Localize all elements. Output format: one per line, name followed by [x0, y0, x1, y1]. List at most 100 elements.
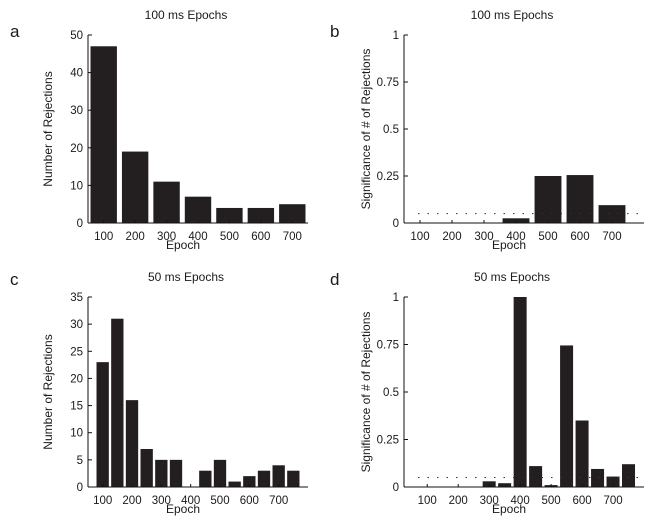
y-tick-label: 0 [77, 218, 83, 230]
y-axis-label: Number of Rejections [41, 334, 55, 449]
bar [184, 196, 212, 223]
bar [140, 449, 153, 487]
x-tick-label: 700 [603, 495, 622, 507]
x-tick-label: 400 [181, 495, 200, 507]
chart-title: 50 ms Epochs [474, 270, 550, 284]
y-axis-label: Significance of # of Rejections [359, 49, 373, 210]
bar [606, 476, 620, 487]
panel-d: d 50 ms Epochs 0 0.25 0.5 0.75 1 100 200 300 400 50… [330, 270, 644, 516]
bar [591, 468, 605, 487]
bar [534, 176, 562, 223]
chart-title: 100 ms Epochs [145, 8, 228, 22]
panel-letter: c [10, 270, 19, 289]
y-tick-label: 0 [393, 482, 399, 494]
x-tick-label: 300 [474, 231, 493, 243]
y-tick-label: 30 [70, 105, 83, 117]
x-tick-label: 200 [449, 495, 468, 507]
bar [529, 466, 543, 487]
bar [228, 481, 241, 487]
x-tick-label: 600 [240, 495, 259, 507]
x-tick-label: 600 [251, 231, 270, 243]
panel-letter: d [330, 270, 339, 289]
y-tick-label: 20 [70, 143, 83, 155]
x-tick-label: 700 [283, 231, 302, 243]
y-tick-label: 25 [70, 346, 83, 358]
panel-letter: a [10, 22, 20, 41]
bar [153, 181, 180, 223]
panel-b: b 100 ms Epochs 0 0.25 0.5 0.75 1 100 200 300 400 5… [330, 8, 644, 252]
x-tick-label: 100 [94, 231, 113, 243]
chart-title: 100 ms Epochs [471, 8, 554, 22]
y-tick-label: 50 [70, 30, 83, 42]
y-tick-label: 0.25 [377, 435, 399, 447]
bar [498, 483, 512, 487]
y-tick-label: 0.75 [377, 340, 399, 352]
y-axis-label: Number of Rejections [41, 71, 55, 186]
x-tick-label: 100 [418, 495, 437, 507]
x-tick-label: 500 [220, 231, 239, 243]
y-tick-label: 0 [77, 482, 83, 494]
bar [125, 400, 139, 487]
y-tick-label: 0 [393, 218, 399, 230]
x-tick-label: 700 [269, 495, 288, 507]
bar [111, 318, 124, 487]
y-tick-label: 0.5 [383, 124, 399, 136]
bar [216, 207, 243, 223]
bar [622, 464, 636, 487]
bar [90, 46, 117, 223]
y-tick-label: 1 [393, 292, 399, 304]
y-tick-label: 0.75 [377, 77, 399, 89]
y-tick-label: 20 [70, 373, 83, 385]
y-tick-label: 15 [70, 401, 83, 413]
y-tick-label: 35 [70, 292, 83, 304]
x-axis-label: Epoch [492, 502, 526, 516]
y-tick-label: 5 [77, 455, 83, 467]
x-tick-label: 200 [442, 231, 461, 243]
x-tick-label: 400 [506, 231, 525, 243]
y-tick-label: 0.25 [377, 171, 399, 183]
y-tick-label: 40 [70, 68, 83, 80]
bar [169, 459, 183, 487]
x-tick-label: 400 [188, 231, 207, 243]
x-tick-label: 400 [511, 495, 530, 507]
x-axis-label: Epoch [492, 238, 526, 252]
y-tick-label: 0.5 [383, 387, 399, 399]
x-tick-label: 600 [572, 495, 591, 507]
x-tick-label: 300 [157, 231, 176, 243]
x-tick-label: 100 [93, 495, 112, 507]
bar [598, 205, 626, 223]
bar [213, 459, 227, 487]
y-tick-label: 1 [393, 30, 399, 42]
x-tick-label: 200 [126, 231, 145, 243]
bar [243, 476, 256, 487]
bar [513, 297, 527, 487]
x-axis-label: Epoch [166, 502, 200, 516]
x-axis-label: Epoch [166, 238, 200, 252]
bar [199, 470, 212, 487]
bar [566, 175, 594, 223]
x-tick-label: 600 [570, 231, 589, 243]
bar [96, 362, 109, 487]
bar [247, 207, 275, 223]
x-tick-label: 500 [538, 231, 557, 243]
bar [155, 459, 168, 487]
x-tick-label: 500 [210, 495, 229, 507]
chart-title: 50 ms Epochs [148, 270, 224, 284]
x-tick-label: 200 [122, 495, 141, 507]
bar [560, 345, 574, 487]
y-tick-label: 10 [70, 180, 83, 192]
panel-c: c 50 ms Epochs 0 5 10 15 20 25 30 35 100 200 300 400 5… [10, 270, 308, 516]
bar [272, 465, 285, 487]
bar [287, 470, 300, 487]
y-axis-label: Significance of # of Rejections [359, 312, 373, 473]
bar [121, 151, 149, 223]
x-tick-label: 300 [480, 495, 499, 507]
x-tick-label: 100 [410, 231, 429, 243]
panel-letter: b [330, 22, 339, 41]
bar [257, 470, 271, 487]
x-tick-label: 500 [542, 495, 561, 507]
bar [279, 204, 306, 223]
y-tick-label: 30 [70, 319, 83, 331]
x-tick-label: 700 [602, 231, 621, 243]
